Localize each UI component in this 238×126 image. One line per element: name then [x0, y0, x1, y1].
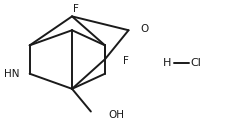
Text: O: O — [141, 24, 149, 34]
Text: Cl: Cl — [190, 58, 201, 68]
Text: H: H — [163, 58, 172, 68]
Text: HN: HN — [4, 69, 19, 79]
Text: F: F — [123, 56, 129, 66]
Text: F: F — [73, 4, 79, 14]
Text: OH: OH — [109, 110, 124, 120]
